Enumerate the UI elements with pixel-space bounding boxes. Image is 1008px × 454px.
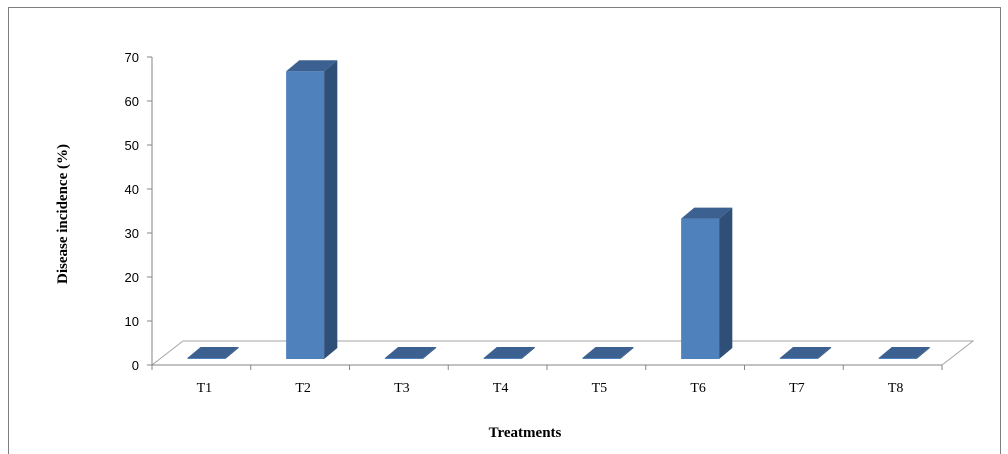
- bar-top: [286, 60, 338, 72]
- bar-front: [878, 358, 917, 359]
- bar-side: [422, 347, 437, 359]
- y-tick-label: 30: [125, 226, 139, 241]
- y-tick-label: 40: [125, 182, 139, 197]
- bar-top: [384, 347, 437, 358]
- bar-T3: [384, 347, 437, 359]
- x-tick-label: T1: [197, 381, 213, 396]
- bar-T6: [681, 207, 733, 359]
- bar-T7: [779, 347, 832, 359]
- bar-top: [187, 347, 239, 358]
- y-tick-label: 20: [125, 270, 139, 285]
- x-tick-label: T2: [295, 381, 311, 396]
- bar-front: [384, 358, 423, 359]
- bar-front: [286, 71, 325, 359]
- bars: [187, 60, 930, 359]
- y-tick-label: 70: [125, 50, 139, 65]
- chart-floor: [150, 340, 975, 366]
- y-tick-label: 50: [125, 138, 139, 153]
- bar-side: [225, 347, 239, 359]
- y-axis-title: Disease incidence (%): [55, 144, 71, 284]
- x-tick-label: T4: [493, 381, 509, 396]
- bar-side: [324, 60, 338, 359]
- bar-T2: [286, 60, 338, 359]
- bar-T8: [878, 347, 930, 359]
- x-axis-title: Treatments: [489, 425, 562, 441]
- bar-front: [779, 358, 818, 359]
- y-tick-label: 0: [132, 358, 139, 373]
- x-tick-label: T7: [789, 381, 805, 396]
- x-tick-label: T5: [592, 381, 608, 396]
- bar-T1: [187, 347, 239, 359]
- bar-front: [681, 218, 720, 359]
- bar-side: [719, 207, 733, 359]
- bar-front: [187, 358, 226, 359]
- bar-side: [521, 347, 535, 359]
- x-tick-label: T6: [690, 381, 706, 396]
- bar-front: [483, 358, 522, 359]
- bar-top: [582, 347, 634, 358]
- y-axis: 0 10 20 30 40 50 60 70: [125, 50, 153, 373]
- bar-top: [878, 347, 930, 358]
- y-tick-label: 10: [125, 314, 139, 329]
- bar-T5: [582, 347, 634, 359]
- bar-top: [483, 347, 535, 358]
- chart-frame: [8, 7, 1001, 454]
- bar-top: [681, 207, 733, 219]
- bar-top: [779, 347, 832, 358]
- y-tick-label: 60: [125, 94, 139, 109]
- bar-T4: [483, 347, 535, 359]
- bar-side: [916, 347, 930, 359]
- bar-front: [582, 358, 621, 359]
- bar-side: [817, 347, 832, 359]
- bar-side: [620, 347, 634, 359]
- x-axis: T1 T2 T3 T4 T5 T6 T7 T8: [151, 364, 943, 396]
- x-tick-label: T8: [888, 381, 904, 396]
- x-tick-label: T3: [394, 381, 410, 396]
- floor-plane: [150, 340, 975, 366]
